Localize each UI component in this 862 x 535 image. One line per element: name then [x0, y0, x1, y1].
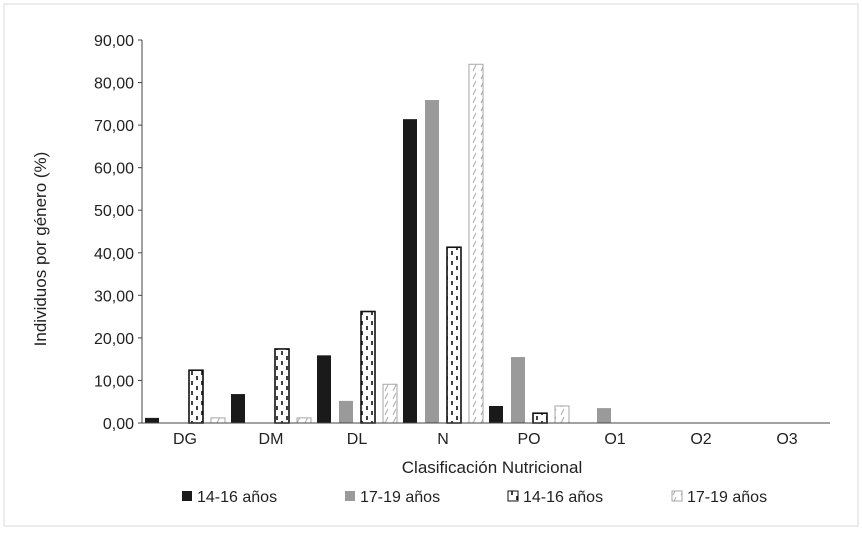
bar: [296, 417, 312, 424]
legend-label: 14-16 años: [523, 489, 603, 506]
y-tick-label: 80,00: [94, 76, 134, 93]
y-tick-label: 20,00: [94, 331, 134, 348]
x-tick-label: O2: [690, 431, 711, 448]
y-tick-label: 30,00: [94, 288, 134, 305]
y-tick-label: 90,00: [94, 33, 134, 50]
bar: [317, 355, 331, 423]
y-axis-title: Individuos por género (%): [31, 152, 50, 347]
x-tick-label: DM: [259, 431, 284, 448]
bar: [403, 119, 417, 424]
y-tick-label: 60,00: [94, 161, 134, 178]
y-tick-label: 50,00: [94, 203, 134, 220]
legend-swatch: [345, 491, 355, 501]
legend-label: 14-16 años: [197, 489, 277, 506]
x-tick-label: O1: [604, 431, 625, 448]
x-tick-label: DL: [347, 431, 368, 448]
bar: [489, 405, 503, 423]
bar: [425, 100, 439, 424]
y-tick-label: 10,00: [94, 373, 134, 390]
bar: [468, 63, 484, 424]
bar: [188, 369, 204, 424]
x-tick-label: DG: [173, 431, 197, 448]
legend-label: 17-19 años: [360, 489, 440, 506]
bar: [597, 408, 611, 423]
bar: [210, 417, 226, 424]
x-axis-title: Clasificación Nutricional: [402, 458, 582, 477]
y-tick-label: 40,00: [94, 246, 134, 263]
bar: [274, 348, 290, 424]
bar: [145, 417, 159, 423]
legend-label: 17-19 años: [687, 489, 767, 506]
legend-swatch: [507, 490, 519, 502]
y-tick-label: 0,00: [103, 416, 134, 433]
y-axis: 0,00 10,00 20,00 30,00 40,00 50,00 60,00 70,00 8…: [94, 33, 143, 433]
bar: [532, 412, 548, 424]
y-tick-label: 70,00: [94, 118, 134, 135]
bar: [554, 405, 570, 424]
bar: [511, 357, 525, 423]
x-axis: DG DM DL N PO O1 O2 O3: [142, 422, 830, 448]
bars: [145, 63, 611, 424]
bar: [339, 400, 353, 423]
bar: [446, 246, 462, 424]
x-tick-label: O3: [776, 431, 797, 448]
legend-swatch: [671, 490, 683, 502]
x-tick-label: N: [437, 431, 449, 448]
bar: [360, 310, 376, 424]
x-tick-label: PO: [517, 431, 540, 448]
bar: [382, 383, 398, 424]
bar: [231, 394, 245, 423]
legend: 14-16 años 17-19 años 14-16 años 17-19 años: [182, 489, 767, 506]
legend-swatch: [182, 491, 192, 501]
